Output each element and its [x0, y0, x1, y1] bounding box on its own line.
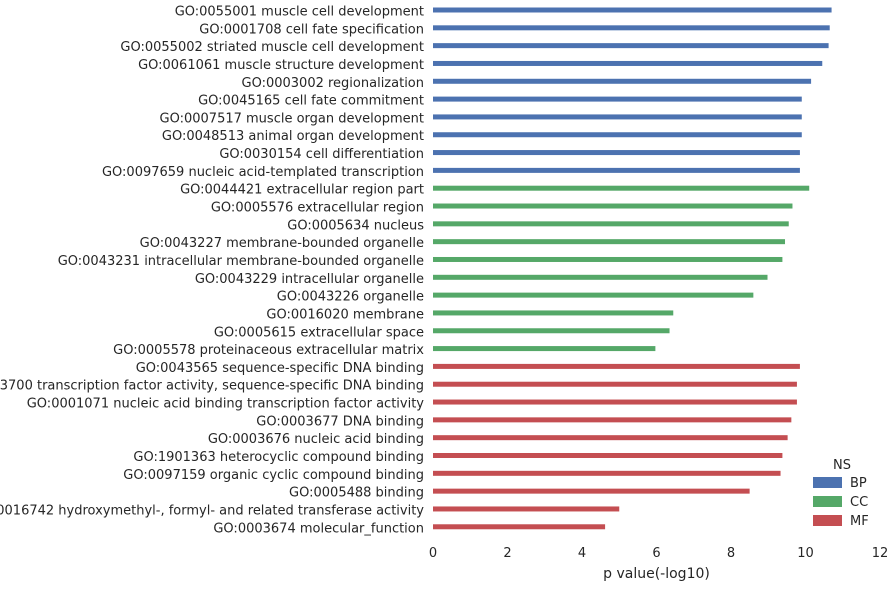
x-axis-title: p value(-log10) — [603, 566, 710, 582]
category-label: GO:0097159 organic cyclic compound bindi… — [123, 468, 424, 483]
category-label: GO:0044421 extracellular region part — [180, 183, 424, 198]
bar-cc — [433, 221, 789, 227]
bar-mf — [433, 381, 797, 387]
bar-cc — [433, 346, 656, 352]
category-label: GO:0005488 binding — [289, 486, 424, 501]
category-label: GO:0003002 regionalization — [242, 76, 424, 91]
x-axis-ticks: 0 2 4 6 8 10 12 — [429, 546, 888, 561]
category-label: GO:0097659 nucleic acid-templated transc… — [102, 165, 424, 180]
legend-label-cc: CC — [850, 495, 868, 510]
category-label: GO:0016020 membrane — [266, 307, 424, 322]
bar-mf — [433, 453, 783, 458]
legend-swatch-bp — [813, 477, 842, 488]
x-tick-label: 2 — [503, 546, 511, 561]
category-label: GO:0003674 molecular_function — [213, 521, 424, 536]
x-tick-label: 4 — [578, 546, 586, 561]
bar-bp — [433, 43, 829, 49]
category-label: GO:0005576 extracellular region — [211, 201, 424, 216]
bar-cc — [433, 256, 783, 262]
category-label: GO:0030154 cell differentiation — [219, 147, 424, 162]
category-label: GO:0045165 cell fate commitment — [198, 94, 424, 109]
bar-cc — [433, 274, 768, 280]
bar-bp — [433, 60, 823, 66]
category-label: GO:0001708 cell fate specification — [199, 22, 424, 37]
category-label: GO:0003700 transcription factor activity… — [0, 379, 424, 394]
legend-swatch-mf — [813, 515, 842, 526]
category-label: GO:0043226 organelle — [277, 290, 424, 305]
category-label: GO:0007517 muscle organ development — [160, 111, 424, 126]
bar-mf — [433, 363, 800, 369]
category-label: GO:0043229 intracellular organelle — [195, 272, 424, 287]
category-label: GO:0055001 muscle cell development — [175, 5, 424, 20]
legend-title: NS — [833, 458, 851, 473]
bar-bp — [433, 96, 802, 102]
x-tick-label: 0 — [429, 546, 437, 561]
category-label: GO:0061061 muscle structure development — [138, 58, 424, 73]
bar-mf — [433, 417, 792, 423]
bar-bp — [433, 7, 832, 13]
legend-swatch-cc — [813, 496, 842, 507]
bar-cc — [433, 310, 674, 316]
legend-label-bp: BP — [850, 476, 867, 491]
bar-bp — [433, 78, 812, 84]
category-label: GO:1901363 heterocyclic compound binding — [133, 450, 424, 465]
bar-cc — [433, 328, 670, 334]
bar-cc — [433, 185, 810, 191]
bar-mf — [433, 506, 620, 512]
x-tick-label: 8 — [727, 546, 735, 561]
bar-mf — [433, 470, 781, 476]
category-label: GO:0001071 nucleic acid binding transcri… — [27, 397, 425, 412]
category-label: GO:0043231 intracellular membrane-bounde… — [58, 254, 424, 269]
x-tick-label: 12 — [872, 546, 889, 561]
bar-bp — [433, 167, 800, 173]
category-label: GO:0043565 sequence-specific DNA binding — [136, 361, 424, 376]
bar-bp — [433, 114, 802, 120]
bar-bp — [433, 25, 830, 31]
bar-cc — [433, 292, 754, 298]
category-label: GO:0048513 animal organ development — [162, 129, 424, 144]
bar-bp — [433, 150, 800, 156]
category-label: GO:0016742 hydroxymethyl-, formyl- and r… — [0, 503, 424, 518]
category-label: GO:0003677 DNA binding — [256, 414, 424, 429]
legend: NS BP CC MF — [813, 458, 869, 529]
category-label: GO:0005634 nucleus — [287, 218, 424, 233]
bar-mf — [433, 524, 606, 530]
category-label: GO:0055002 striated muscle cell developm… — [120, 40, 424, 55]
category-label: GO:0043227 membrane-bounded organelle — [140, 236, 424, 251]
category-labels: GO:0055001 muscle cell development GO:000… — [0, 5, 424, 537]
bar-mf — [433, 399, 797, 405]
category-label: GO:0003676 nucleic acid binding — [208, 432, 424, 447]
bar-mf — [433, 435, 788, 441]
legend-label-mf: MF — [850, 514, 869, 529]
category-label: GO:0005578 proteinaceous extracellular m… — [113, 343, 424, 358]
bar-cc — [433, 239, 786, 245]
x-tick-label: 10 — [797, 546, 814, 561]
bar-cc — [433, 203, 793, 209]
bars-layer — [433, 7, 832, 530]
bar-bp — [433, 132, 802, 138]
x-tick-label: 6 — [652, 546, 660, 561]
bar-mf — [433, 488, 750, 494]
category-label: GO:0005615 extracellular space — [214, 325, 424, 340]
